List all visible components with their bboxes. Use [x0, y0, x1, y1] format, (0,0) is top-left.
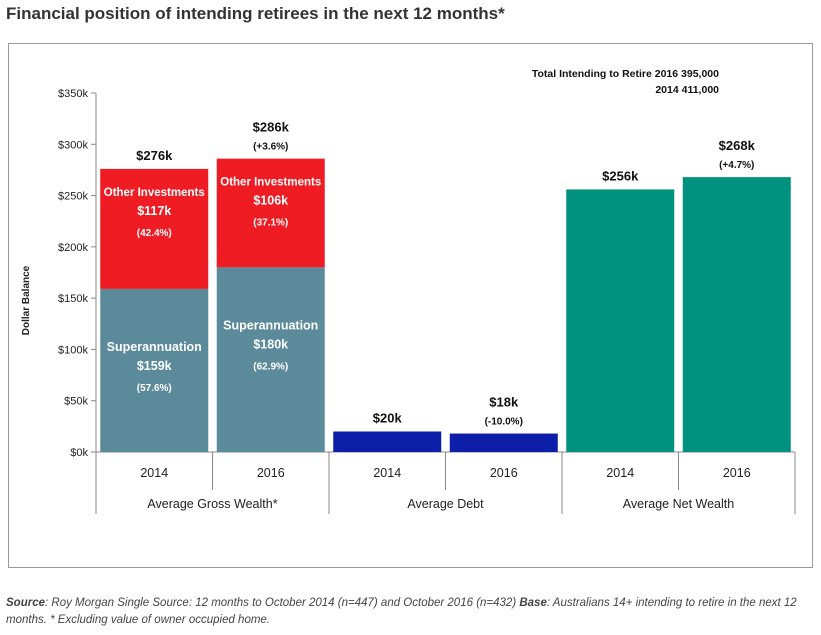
x-year-label: 2016: [490, 466, 518, 480]
bar-segment-debt: [333, 431, 442, 452]
bar-segment-debt: [449, 433, 558, 452]
bar-segment-net-wealth: [566, 189, 675, 452]
bar-total-label: $268k: [719, 138, 756, 153]
y-axis-title: Dollar Balance: [21, 265, 32, 335]
segment-value-label: $117k: [137, 204, 171, 218]
segment-name-label: Superannuation: [107, 340, 202, 354]
y-tick-label: $250k: [58, 191, 88, 203]
bar-change-label: (-10.0%): [485, 417, 523, 428]
segment-pct-label: (42.4%): [137, 228, 172, 239]
source-label: Source: [6, 597, 45, 609]
x-year-label: 2014: [606, 466, 634, 480]
y-tick-label: $50k: [64, 396, 88, 408]
segment-value-label: $180k: [253, 337, 288, 351]
x-group-label: Average Gross Wealth*: [147, 497, 277, 511]
bar-total-label: $286k: [253, 120, 290, 135]
bar-segment-other-investments: [100, 168, 209, 289]
segment-name-label: Other Investments: [104, 187, 205, 199]
y-tick-label: $300k: [58, 139, 88, 151]
x-group-label: Average Net Wealth: [623, 497, 734, 511]
bar-segment-net-wealth: [682, 177, 791, 452]
totals-note-line1: Total Intending to Retire 2016 395,000: [532, 68, 719, 80]
chart-frame: $0k $50k $100k $150k $200k $250k $300k $350k Dol…: [8, 43, 813, 568]
segment-pct-label: (57.6%): [137, 383, 172, 394]
bar-change-label: (+3.6%): [253, 142, 288, 153]
segment-name-label: Superannuation: [223, 318, 318, 332]
bar-total-label: $256k: [602, 168, 639, 183]
base-text: : Australians 14+ intending to retire in…: [6, 597, 797, 626]
bar-total-label: $276k: [136, 148, 173, 163]
segment-pct-label: (37.1%): [253, 218, 288, 229]
segment-value-label: $106k: [253, 194, 288, 208]
y-tick-label: $200k: [58, 242, 88, 254]
source-text: : Roy Morgan Single Source: 12 months to…: [45, 597, 520, 609]
x-year-label: 2014: [140, 466, 168, 480]
bar-chart: $0k $50k $100k $150k $200k $250k $300k $350k Dol…: [21, 68, 796, 514]
bar-total-label: $20k: [373, 410, 403, 425]
chart-title: Financial position of intending retirees…: [6, 4, 505, 23]
x-year-label: 2016: [723, 466, 751, 480]
y-tick-label: $350k: [58, 88, 88, 100]
x-year-label: 2016: [257, 466, 285, 480]
bar-segment-superannuation: [216, 267, 325, 452]
segment-value-label: $159k: [137, 359, 172, 373]
segment-name-label: Other Investments: [220, 177, 321, 189]
y-tick-label: $150k: [58, 293, 88, 305]
y-tick-label: $100k: [58, 344, 88, 356]
bar-total-label: $18k: [489, 395, 519, 410]
base-label: Base: [519, 597, 547, 609]
source-note: Source: Roy Morgan Single Source: 12 mon…: [6, 595, 816, 629]
x-group-label: Average Debt: [407, 497, 484, 511]
x-year-label: 2014: [373, 466, 401, 480]
bar-segment-superannuation: [100, 288, 209, 452]
segment-pct-label: (62.9%): [253, 361, 288, 372]
totals-note-line2: 2014 411,000: [655, 84, 719, 96]
bar-change-label: (+4.7%): [719, 160, 754, 171]
y-tick-label: $0k: [70, 447, 88, 459]
bar-segment-other-investments: [216, 158, 325, 268]
